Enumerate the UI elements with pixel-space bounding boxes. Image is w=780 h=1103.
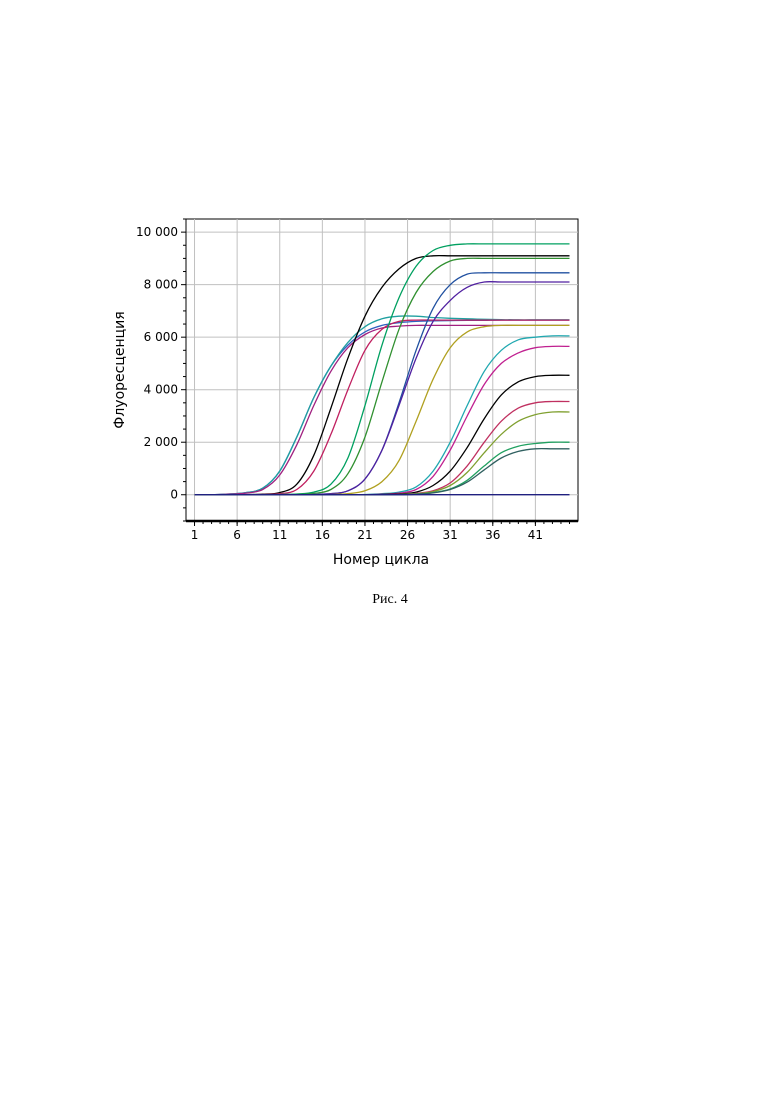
x-tick-label: 6 [233, 528, 241, 542]
y-tick-label: 4 000 [144, 383, 178, 397]
y-tick-label: 8 000 [144, 278, 178, 292]
y-axis-title: Флуоресценция [112, 311, 128, 428]
y-tick-label: 2 000 [144, 435, 178, 449]
x-tick-label: 41 [528, 528, 543, 542]
x-tick-label: 26 [400, 528, 415, 542]
x-tick-label: 11 [272, 528, 287, 542]
y-tick-label: 0 [170, 488, 178, 502]
x-tick-label: 16 [315, 528, 330, 542]
x-axis-title: Номер цикла [333, 552, 429, 568]
y-tick-label: 6 000 [144, 330, 178, 344]
x-tick-label: 1 [191, 528, 199, 542]
x-tick-label: 36 [485, 528, 500, 542]
x-tick-label: 21 [357, 528, 372, 542]
plot-area [186, 219, 578, 521]
x-tick-label: 31 [443, 528, 458, 542]
y-tick-label: 10 000 [136, 225, 178, 239]
figure-caption: Рис. 4 [0, 592, 780, 608]
